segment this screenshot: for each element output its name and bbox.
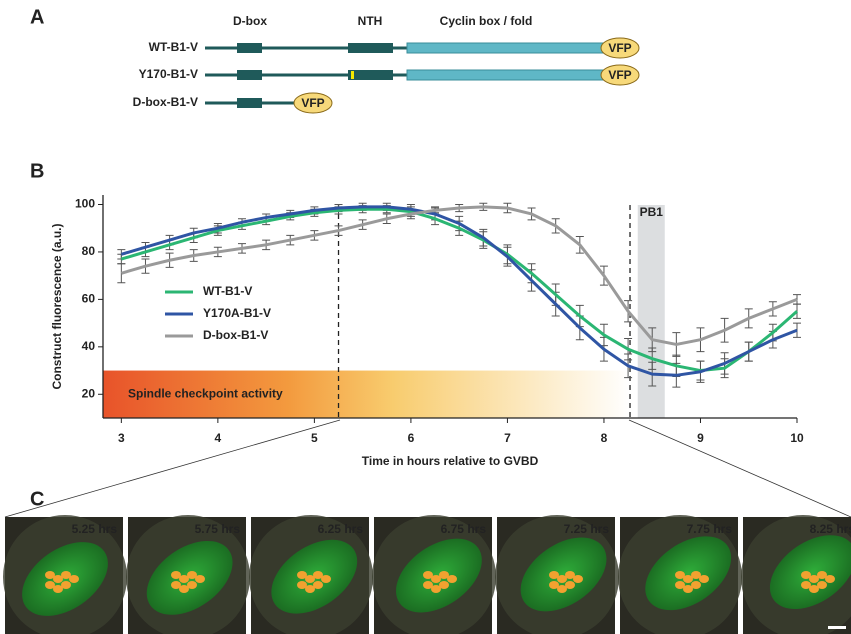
chromosome xyxy=(573,575,583,583)
vfp-label: VFP xyxy=(608,68,631,82)
y-axis-title: Construct fluorescence (a.u.) xyxy=(50,223,64,389)
band-label: Spindle checkpoint activity xyxy=(128,386,283,400)
construct-name: WT-B1-V xyxy=(149,40,198,54)
construct-diagram: D-box NTH Cyclin box / fold WT-B1-V VFP Y170-… xyxy=(133,14,639,113)
image-strip: 5.25 hrs 5.75 hrs 6.25 hrs 6.75 hrs 7.25 hrs… xyxy=(3,420,851,634)
x-tick-label: 9 xyxy=(697,431,704,445)
y-tick-label: 60 xyxy=(82,292,96,306)
chromosome xyxy=(817,581,827,589)
time-label: 5.25 hrs xyxy=(72,522,118,536)
y-tick-label: 40 xyxy=(82,339,96,353)
cyclin-box xyxy=(407,43,605,53)
time-label: 5.75 hrs xyxy=(195,522,241,536)
y-tick-label: 80 xyxy=(82,244,96,258)
chromosome xyxy=(691,581,701,589)
x-tick-label: 3 xyxy=(118,431,125,445)
legend-label: WT-B1-V xyxy=(203,284,252,298)
x-tick-label: 4 xyxy=(215,431,222,445)
dbox-domain xyxy=(237,70,262,80)
construct-name: D-box-B1-V xyxy=(133,95,198,109)
time-label: 7.75 hrs xyxy=(687,522,733,536)
chromosome xyxy=(187,581,197,589)
chromosome xyxy=(439,581,449,589)
time-label: 8.25 hrs xyxy=(810,522,851,536)
shade-label: PB1 xyxy=(640,205,664,219)
x-tick-label: 8 xyxy=(601,431,608,445)
chromosome xyxy=(313,581,323,589)
connector xyxy=(629,420,851,517)
nth-domain xyxy=(348,43,393,53)
panel-letter: A xyxy=(30,6,44,28)
x-tick-label: 10 xyxy=(790,431,804,445)
chromosome xyxy=(321,575,331,583)
chromosome xyxy=(699,575,709,583)
legend-label: Y170A-B1-V xyxy=(203,306,271,320)
vfp-label: VFP xyxy=(301,96,324,110)
vfp-label: VFP xyxy=(608,41,631,55)
domain-header: D-box xyxy=(233,14,267,28)
time-label: 6.75 hrs xyxy=(441,522,487,536)
x-tick-label: 5 xyxy=(311,431,318,445)
y-tick-label: 100 xyxy=(75,197,95,211)
time-label: 7.25 hrs xyxy=(564,522,610,536)
cyclin-box xyxy=(407,70,605,80)
chromosome xyxy=(195,575,205,583)
chromosome xyxy=(61,581,71,589)
construct-name: Y170-B1-V xyxy=(139,67,198,81)
panel-letter: B xyxy=(30,160,44,182)
nth-domain xyxy=(348,70,393,80)
chromosome xyxy=(447,575,457,583)
dbox-domain xyxy=(237,98,262,108)
scale-bar xyxy=(828,626,846,629)
x-tick-label: 6 xyxy=(408,431,415,445)
x-tick-label: 7 xyxy=(504,431,511,445)
y-tick-label: 20 xyxy=(82,386,96,400)
mutation xyxy=(351,71,354,79)
time-label: 6.25 hrs xyxy=(318,522,364,536)
domain-header: Cyclin box / fold xyxy=(440,14,533,28)
domain-header: NTH xyxy=(358,14,383,28)
x-axis-title: Time in hours relative to GVBD xyxy=(362,454,539,468)
chromosome xyxy=(69,575,79,583)
dbox-domain xyxy=(237,43,262,53)
figure: A B C D-box NTH Cyclin box / fold WT-B1-V VF… xyxy=(0,0,851,634)
line-chart: Spindle checkpoint activity PB1 20 40 60 80 10… xyxy=(50,195,804,468)
chromosome xyxy=(565,581,575,589)
panel-letter: C xyxy=(30,488,44,510)
legend-label: D-box-B1-V xyxy=(203,328,268,342)
chromosome xyxy=(825,575,835,583)
connector xyxy=(5,420,340,517)
